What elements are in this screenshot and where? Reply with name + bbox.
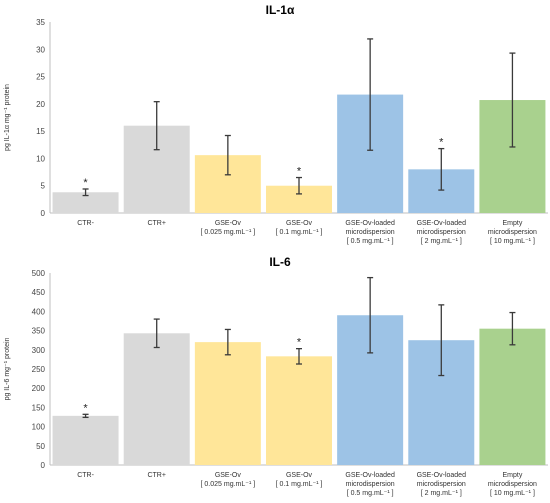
category-label: microdispersion xyxy=(488,229,537,236)
category-label: [ 0.1 mg.mL⁻¹ ] xyxy=(276,481,323,488)
y-tick-label: 35 xyxy=(36,18,45,27)
category-label: GSE-Ov xyxy=(286,220,313,227)
bar xyxy=(52,192,119,213)
category-label: [ 10 mg.mL⁻¹ ] xyxy=(490,490,535,497)
category-label: Empty xyxy=(503,472,523,479)
category-label: GSE-Ov-loaded xyxy=(345,472,395,479)
y-tick-label: 150 xyxy=(32,403,46,412)
category-label: CTR+ xyxy=(147,220,165,227)
category-label: microdispersion xyxy=(417,481,466,488)
y-tick-label: 350 xyxy=(32,327,46,336)
y-tick-label: 50 xyxy=(36,442,45,451)
category-label: [ 10 mg.mL⁻¹ ] xyxy=(490,238,535,245)
category-label: [ 0.025 mg.mL⁻¹ ] xyxy=(201,229,256,236)
category-label: [ 0.025 mg.mL⁻¹ ] xyxy=(201,481,256,488)
category-label: CTR- xyxy=(77,472,94,479)
category-label: microdispersion xyxy=(417,229,466,236)
category-label: GSE-Ov xyxy=(286,472,313,479)
category-label: CTR+ xyxy=(147,472,165,479)
category-label: GSE-Ov xyxy=(215,220,242,227)
category-label: CTR- xyxy=(77,220,94,227)
y-tick-label: 10 xyxy=(36,154,45,163)
significance-marker: * xyxy=(297,166,302,178)
significance-marker: * xyxy=(83,402,88,414)
y-tick-label: 450 xyxy=(32,288,46,297)
category-label: GSE-Ov xyxy=(215,472,242,479)
y-tick-label: 400 xyxy=(32,307,46,316)
y-tick-label: 300 xyxy=(32,346,46,355)
category-label: [ 0.1 mg.mL⁻¹ ] xyxy=(276,229,323,236)
y-tick-label: 100 xyxy=(32,423,46,432)
category-label: GSE-Ov-loaded xyxy=(417,472,467,479)
category-label: microdispersion xyxy=(346,229,395,236)
y-tick-label: 15 xyxy=(36,127,45,136)
category-label: [ 2 mg.mL⁻¹ ] xyxy=(421,490,462,497)
y-tick-label: 30 xyxy=(36,45,45,54)
significance-marker: * xyxy=(83,177,88,189)
y-axis-label: pg IL-6 mg⁻¹ protein xyxy=(4,337,11,400)
chart-title: IL-1α xyxy=(266,3,295,17)
y-tick-label: 20 xyxy=(36,100,45,109)
category-label: microdispersion xyxy=(488,481,537,488)
chart-1: IL-1α pg IL-1α mg⁻¹ protein 0 5 10 15 20 25 30 35… xyxy=(4,3,548,245)
category-label: [ 2 mg.mL⁻¹ ] xyxy=(421,238,462,245)
y-tick-label: 0 xyxy=(41,209,46,218)
bar xyxy=(479,328,546,465)
y-tick-label: 25 xyxy=(36,73,45,82)
chart-title: IL-6 xyxy=(269,255,291,269)
y-tick-label: 200 xyxy=(32,384,46,393)
significance-marker: * xyxy=(439,137,444,149)
y-tick-label: 5 xyxy=(41,182,46,191)
chart-2: IL-6 pg IL-6 mg⁻¹ protein 0 50 100 150 200 250 3… xyxy=(4,255,548,497)
category-label: [ 0.5 mg.mL⁻¹ ] xyxy=(347,490,394,497)
y-tick-label: 0 xyxy=(41,461,46,470)
bar xyxy=(123,333,190,465)
bar xyxy=(52,415,119,465)
significance-marker: * xyxy=(297,337,302,349)
category-label: microdispersion xyxy=(346,481,395,488)
y-axis-label: pg IL-1α mg⁻¹ protein xyxy=(4,84,11,151)
category-label: [ 0.5 mg.mL⁻¹ ] xyxy=(347,238,394,245)
category-label: Empty xyxy=(503,220,523,227)
y-tick-label: 500 xyxy=(32,269,46,278)
bar xyxy=(266,356,332,465)
category-label: GSE-Ov-loaded xyxy=(417,220,467,227)
category-label: GSE-Ov-loaded xyxy=(345,220,395,227)
bar xyxy=(194,342,261,465)
y-tick-label: 250 xyxy=(32,365,46,374)
